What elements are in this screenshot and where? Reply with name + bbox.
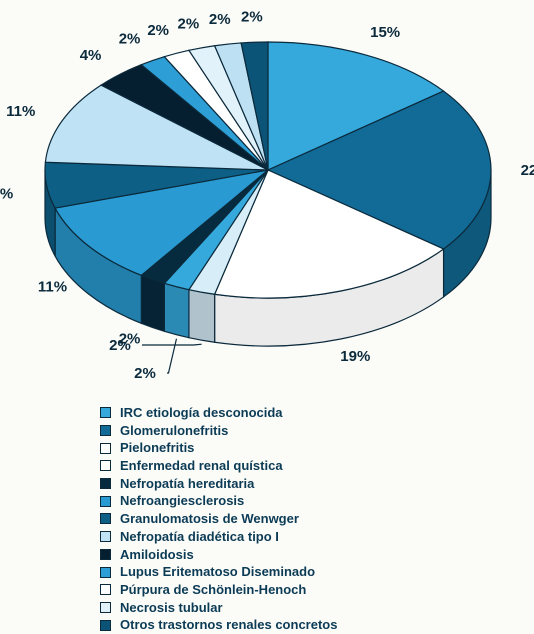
leader-line-3	[142, 343, 202, 346]
legend-item: Pielonefritis	[100, 439, 337, 457]
pct-label-10: 2%	[119, 31, 141, 48]
pie-slice-14	[240, 41, 269, 171]
pie-side-3	[188, 288, 216, 343]
pct-label-11: 2%	[147, 22, 169, 39]
legend-item: Nefroangiesclerosis	[100, 492, 337, 510]
legend-swatch	[100, 478, 111, 490]
legend-swatch	[100, 531, 111, 543]
pie-slice-1	[266, 90, 492, 250]
legend-item: Amiloidosis	[100, 546, 337, 564]
legend-item: Granulomatosis de Wenwger	[100, 510, 337, 528]
legend-item: IRC etiología desconocida	[100, 404, 337, 422]
legend-item: Lupus Eritematoso Diseminado	[100, 563, 337, 581]
legend-swatch	[100, 566, 111, 578]
legend-swatch	[100, 513, 111, 525]
legend: IRC etiología desconocida Glomerulonefrit…	[100, 404, 337, 634]
legend-item: Enfermedad renal quística	[100, 457, 337, 475]
pie-slices	[44, 41, 492, 299]
legend-label: IRC etiología desconocida	[120, 405, 283, 420]
legend-swatch	[100, 584, 111, 596]
legend-item: Otros trastornos renales concretos	[100, 616, 337, 634]
pct-label-9: 4%	[80, 47, 102, 64]
pct-label-3: 2%	[109, 337, 131, 354]
legend-label: Nefroangiesclerosis	[120, 493, 245, 509]
legend-swatch	[100, 407, 111, 419]
legend-label: Pielonefritis	[120, 440, 195, 456]
legend-label: Amiloidosis	[120, 546, 194, 562]
legend-swatch	[100, 601, 111, 613]
pct-label-13: 2%	[209, 11, 231, 28]
pie-sides	[44, 169, 492, 347]
legend-item: Glomerulonefritis	[100, 422, 337, 440]
pie-slice-2	[213, 169, 445, 299]
pct-label-0: 15%	[370, 24, 400, 41]
pct-label-8: 11%	[6, 103, 35, 120]
legend-swatch	[100, 460, 111, 472]
legend-item: Nefropatía hereditaria	[100, 475, 337, 493]
pct-label-1: 22%	[521, 162, 534, 179]
pct-label-2: 19%	[340, 348, 370, 365]
legend-swatch	[100, 548, 111, 560]
legend-item: Nefropatía diadética tipo I	[100, 528, 337, 546]
pct-label-6: 11%	[38, 279, 67, 296]
pct-label-12: 2%	[178, 15, 200, 32]
legend-label: Glomerulonefritis	[120, 422, 229, 438]
legend-label: Otros trastornos renales concretos	[120, 617, 338, 633]
pie-side-4	[163, 282, 190, 339]
legend-swatch	[100, 495, 111, 507]
pct-label-14: 2%	[241, 9, 263, 26]
percentage-labels: 15%22%19%2%2%2%11%6%11%4%2%2%2%2%2%	[0, 9, 534, 382]
legend-item: Púrpura de Schönlein-Henoch	[100, 581, 337, 599]
legend-label: Necrosis tubular	[120, 599, 223, 615]
legend-label: Púrpura de Schönlein-Henoch	[120, 581, 307, 597]
legend-swatch	[100, 425, 111, 437]
legend-label: Granulomatosis de Wenwger	[120, 511, 299, 527]
pct-label-4: 2%	[134, 365, 156, 382]
leader-line-4	[167, 338, 178, 374]
legend-label: Nefropatía hereditaria	[120, 475, 255, 491]
pct-label-5: 2%	[119, 330, 141, 347]
legend-swatch	[100, 442, 111, 454]
pie-side-5	[140, 274, 165, 333]
legend-label: Lupus Eritematoso Diseminado	[120, 564, 316, 580]
pie-chart: 15%22%19%2%2%2%11%6%11%4%2%2%2%2%2%	[0, 9, 534, 382]
legend-item: Necrosis tubular	[100, 599, 337, 617]
legend-swatch	[100, 619, 111, 631]
pie-slice-8	[44, 84, 269, 171]
legend-label: Enfermedad renal quística	[120, 458, 283, 474]
pie-slice-0	[267, 41, 445, 171]
leader-lines	[142, 338, 202, 374]
pct-label-7: 6%	[0, 186, 13, 203]
legend-label: Nefropatía diadética tipo I	[120, 528, 279, 544]
pie-slice-6	[54, 169, 271, 277]
